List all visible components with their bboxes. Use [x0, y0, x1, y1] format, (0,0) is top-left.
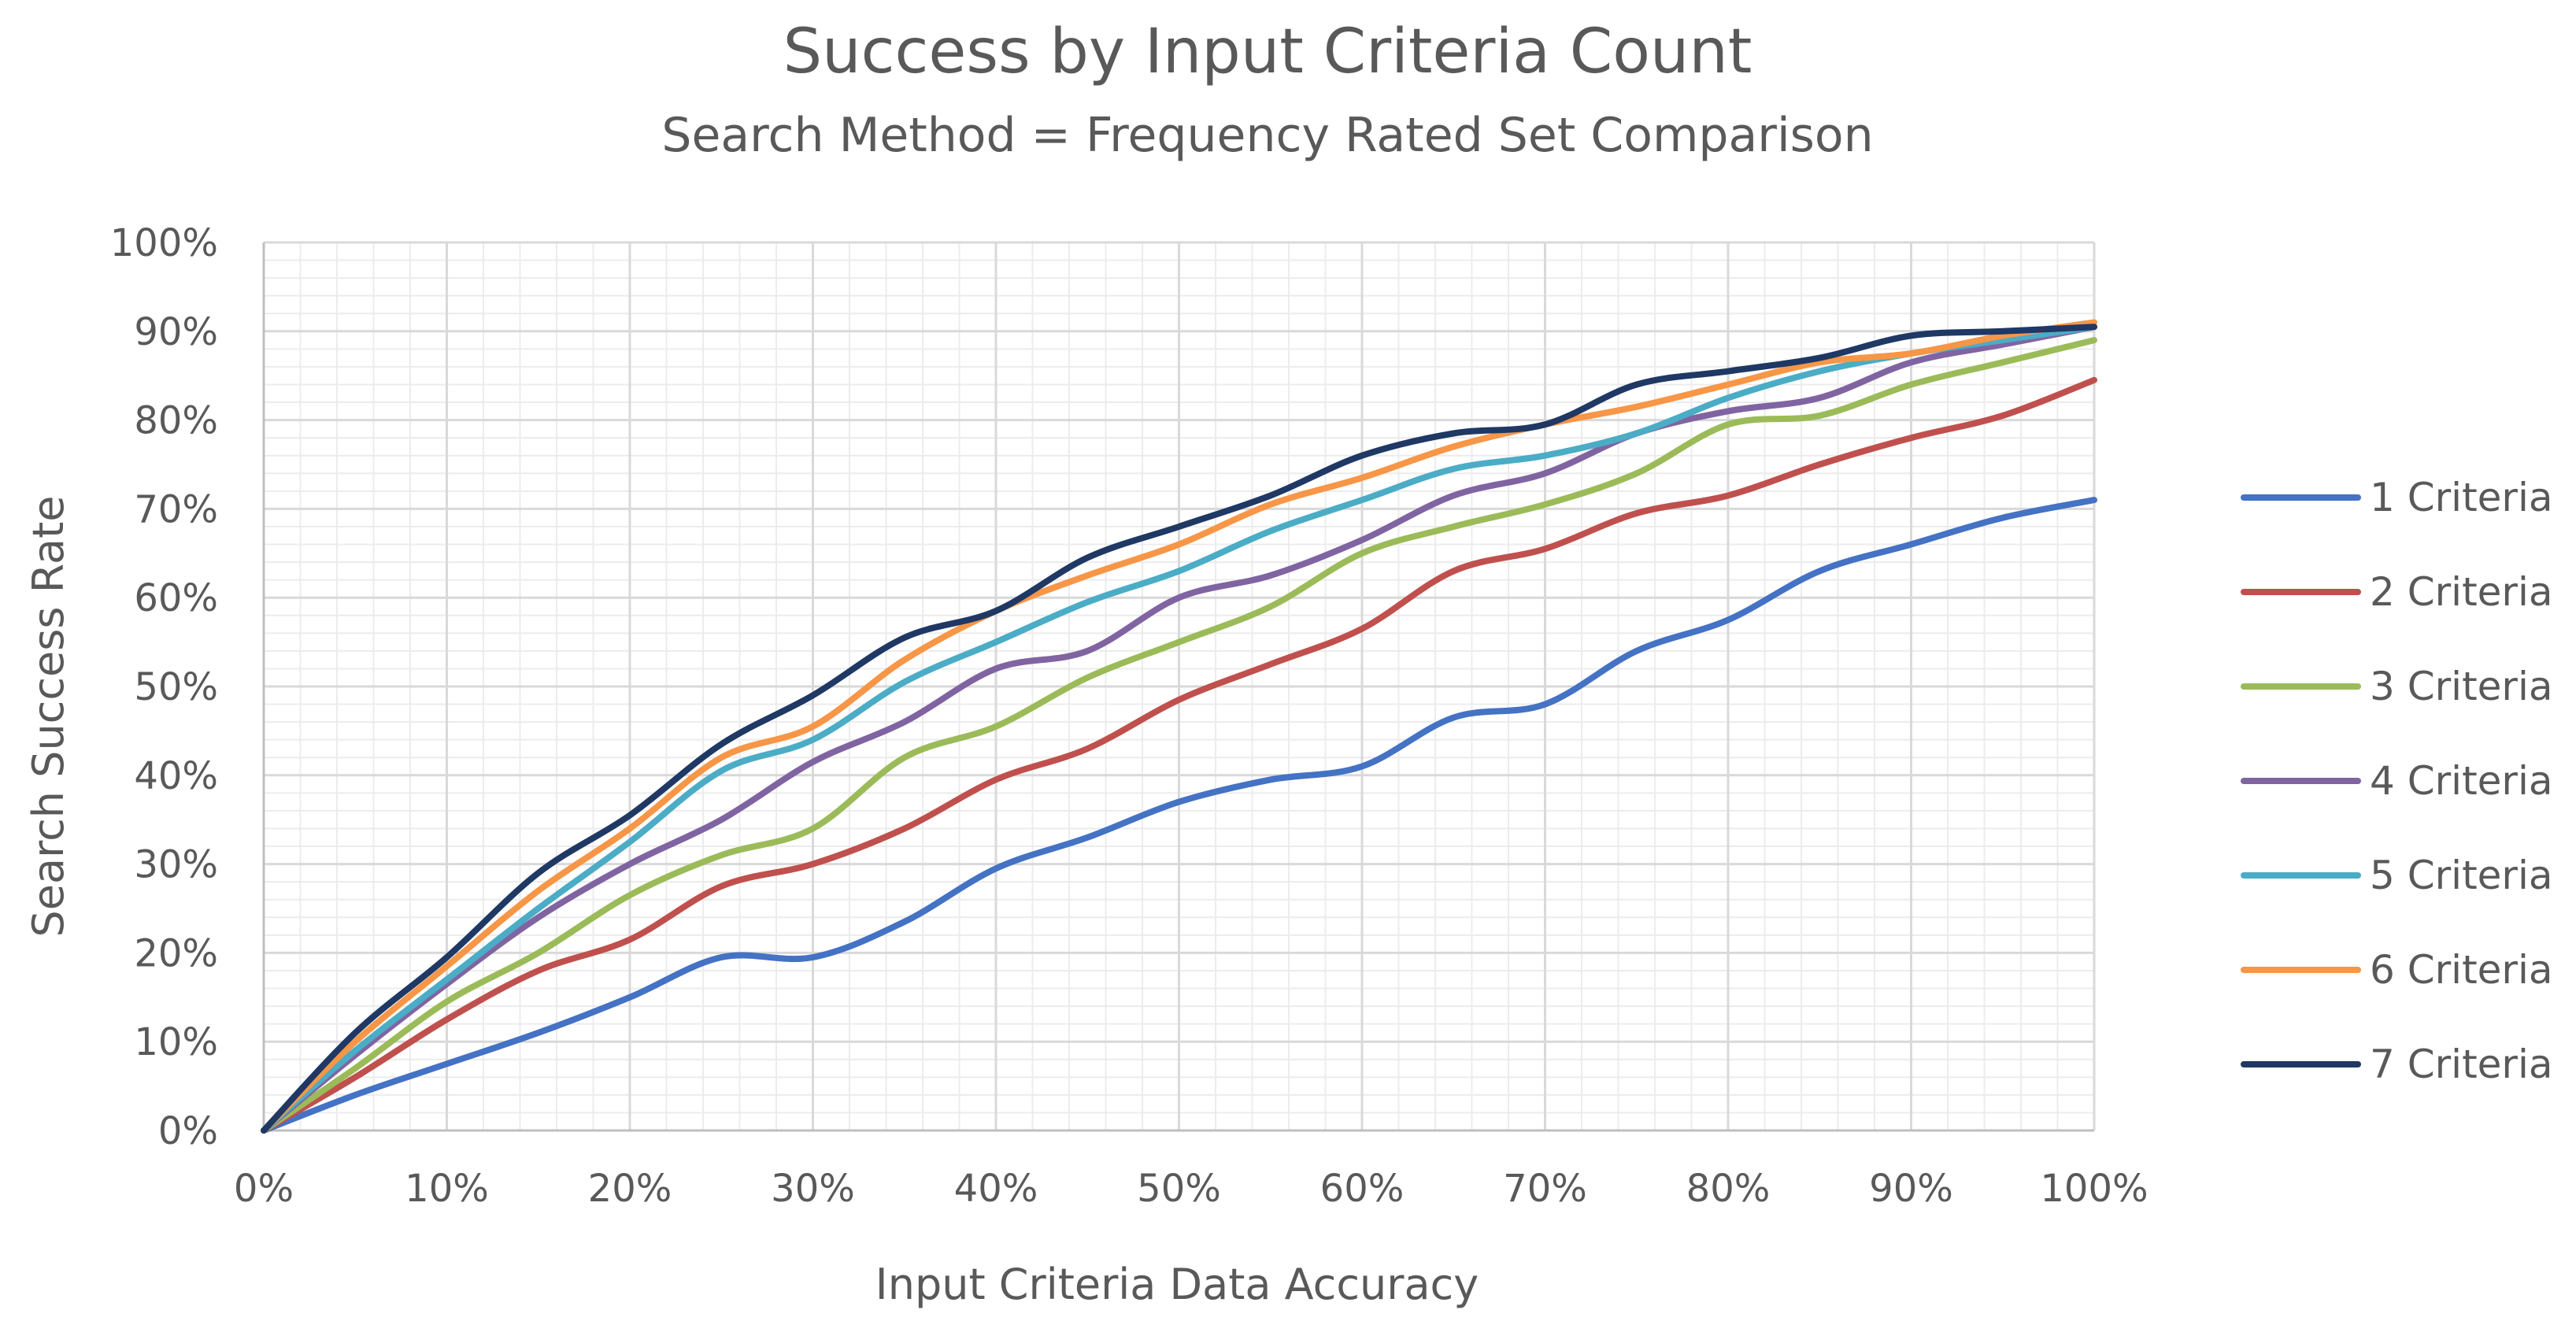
- x-tick-label: 30%: [771, 1167, 855, 1211]
- legend-label-2: 2 Criteria: [2370, 569, 2553, 615]
- x-tick-label: 100%: [2040, 1167, 2148, 1211]
- y-axis-title: Search Success Rate: [24, 495, 73, 937]
- series-line-2: [261, 376, 2097, 1134]
- plot-gridlines: [262, 241, 2096, 1132]
- x-tick-label: 70%: [1503, 1167, 1587, 1211]
- x-tick-label: 60%: [1320, 1167, 1405, 1211]
- chart-subtitle: Search Method = Frequency Rated Set Comp…: [661, 108, 1873, 163]
- series-line-3: [261, 337, 2097, 1134]
- y-tick-label: 10%: [134, 1020, 218, 1064]
- series-lines: [261, 319, 2097, 1134]
- series-line-1: [261, 497, 2097, 1134]
- x-tick-label: 50%: [1137, 1167, 1221, 1211]
- x-tick-label: 10%: [405, 1167, 489, 1211]
- chart-title: Success by Input Criteria Count: [783, 17, 1752, 87]
- series-line-7: [261, 324, 2097, 1134]
- x-tick-label: 0%: [234, 1167, 294, 1211]
- x-tick-label: 40%: [954, 1167, 1038, 1211]
- plot-axes: [262, 242, 2094, 1132]
- y-tick-label: 60%: [134, 576, 218, 620]
- series-line-4: [261, 324, 2097, 1134]
- legend-label-6: 6 Criteria: [2370, 947, 2553, 993]
- legend-label-7: 7 Criteria: [2370, 1042, 2553, 1087]
- series-line-5: [261, 324, 2097, 1134]
- legend-label-4: 4 Criteria: [2370, 758, 2553, 804]
- x-tick-label: 90%: [1869, 1167, 1953, 1211]
- x-tick-label: 20%: [588, 1167, 672, 1211]
- legend-label-3: 3 Criteria: [2370, 664, 2553, 709]
- y-tick-label: 40%: [134, 754, 218, 798]
- legend-label-1: 1 Criteria: [2370, 475, 2553, 520]
- series-line-6: [261, 319, 2097, 1134]
- y-tick-label: 20%: [134, 931, 218, 975]
- y-tick-label: 70%: [134, 487, 218, 531]
- y-axis-ticks: 0% 10% 20% 30% 40% 50% 60% 70% 80% 90% 100%: [110, 221, 218, 1153]
- y-tick-label: 30%: [134, 843, 218, 887]
- y-tick-label: 80%: [134, 399, 218, 443]
- x-tick-label: 80%: [1686, 1167, 1771, 1211]
- y-tick-label: 50%: [134, 665, 218, 709]
- y-tick-label: 100%: [110, 221, 218, 265]
- x-axis-title: Input Criteria Data Accuracy: [875, 1260, 1479, 1309]
- y-tick-label: 0%: [158, 1109, 218, 1153]
- legend-label-5: 5 Criteria: [2370, 853, 2553, 898]
- x-axis-ticks: 0% 10% 20% 30% 40% 50% 60% 70% 80% 90% 100%: [234, 1167, 2149, 1211]
- y-tick-label: 90%: [134, 310, 218, 354]
- legend: 1 Criteria 2 Criteria 3 Criteria 4 Criteria…: [2241, 475, 2553, 1087]
